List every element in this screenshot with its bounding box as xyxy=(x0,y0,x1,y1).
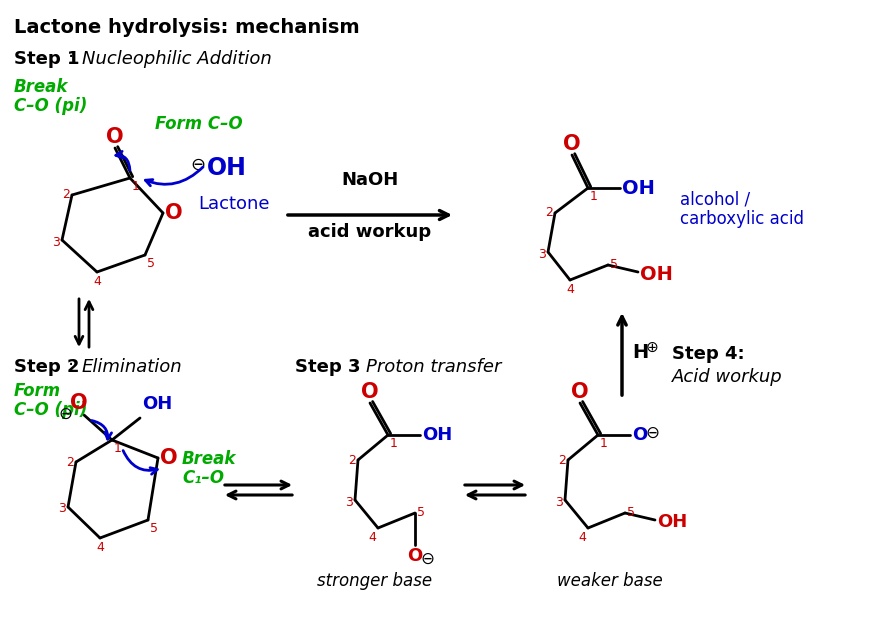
Text: ⊕: ⊕ xyxy=(646,340,659,354)
Text: Form: Form xyxy=(14,382,61,400)
Text: 4: 4 xyxy=(93,275,101,288)
Text: Break: Break xyxy=(182,450,237,468)
Text: Nucleophilic Addition: Nucleophilic Addition xyxy=(82,50,272,68)
Text: 3: 3 xyxy=(52,236,60,249)
Text: OH: OH xyxy=(207,156,247,180)
Text: OH: OH xyxy=(142,395,172,413)
Text: Lactone: Lactone xyxy=(198,195,269,213)
Text: 1: 1 xyxy=(114,442,121,455)
Text: 3: 3 xyxy=(555,495,563,509)
Text: 4: 4 xyxy=(566,283,574,296)
Text: 5: 5 xyxy=(417,507,425,519)
Text: Elimination: Elimination xyxy=(82,358,183,376)
Text: Form C–O: Form C–O xyxy=(155,115,243,133)
Text: O: O xyxy=(106,127,124,147)
Text: ⊖: ⊖ xyxy=(58,405,72,423)
Text: Step 2: Step 2 xyxy=(14,358,79,376)
Text: 4: 4 xyxy=(96,541,104,554)
Text: 1: 1 xyxy=(600,437,608,450)
Text: Proton transfer: Proton transfer xyxy=(366,358,502,376)
Text: :: : xyxy=(352,358,363,376)
Text: Step 4:: Step 4: xyxy=(672,345,744,363)
Text: OH: OH xyxy=(622,178,655,197)
Text: 2: 2 xyxy=(62,188,70,202)
Text: carboxylic acid: carboxylic acid xyxy=(680,210,804,228)
Text: stronger base: stronger base xyxy=(318,572,433,590)
Text: 1: 1 xyxy=(390,437,398,450)
Text: H: H xyxy=(632,342,649,362)
Text: OH: OH xyxy=(422,426,452,444)
Text: :: : xyxy=(68,50,80,68)
Text: NaOH: NaOH xyxy=(341,171,399,189)
Text: alcohol /: alcohol / xyxy=(680,190,750,208)
Text: 5: 5 xyxy=(147,257,155,270)
Text: 2: 2 xyxy=(558,453,566,467)
Text: 1: 1 xyxy=(590,190,598,203)
Text: O: O xyxy=(165,203,183,223)
Text: O: O xyxy=(571,382,589,402)
Text: weaker base: weaker base xyxy=(557,572,663,590)
Text: O: O xyxy=(563,134,581,154)
Text: O: O xyxy=(70,393,88,413)
Text: Lactone hydrolysis: mechanism: Lactone hydrolysis: mechanism xyxy=(14,18,360,37)
Text: 1: 1 xyxy=(132,180,140,193)
Text: Break: Break xyxy=(14,78,69,96)
Text: 3: 3 xyxy=(58,502,66,516)
Text: 4: 4 xyxy=(578,531,586,544)
Text: 3: 3 xyxy=(345,495,353,509)
Text: 2: 2 xyxy=(545,207,553,220)
Text: ⊖: ⊖ xyxy=(190,156,206,174)
Text: 4: 4 xyxy=(368,531,376,544)
Text: O: O xyxy=(632,426,648,444)
Text: Step 3: Step 3 xyxy=(295,358,361,376)
Text: O: O xyxy=(361,382,378,402)
Text: OH: OH xyxy=(657,513,687,531)
Text: ⊖: ⊖ xyxy=(645,424,659,442)
Text: 2: 2 xyxy=(348,453,356,467)
Text: 3: 3 xyxy=(539,247,546,261)
Text: ⊖: ⊖ xyxy=(420,550,434,568)
Text: 2: 2 xyxy=(66,455,74,468)
Text: acid workup: acid workup xyxy=(308,223,431,241)
Text: Step 1: Step 1 xyxy=(14,50,79,68)
Text: C–O (pi): C–O (pi) xyxy=(14,97,87,115)
Text: C–O (pi): C–O (pi) xyxy=(14,401,87,419)
Text: O: O xyxy=(407,547,422,565)
Text: 5: 5 xyxy=(610,259,618,271)
Text: 5: 5 xyxy=(627,507,635,519)
Text: 5: 5 xyxy=(150,522,158,535)
Text: C₁–O: C₁–O xyxy=(182,469,224,487)
Text: Acid workup: Acid workup xyxy=(672,368,782,386)
Text: O: O xyxy=(160,448,178,468)
Text: :: : xyxy=(68,358,80,376)
Text: OH: OH xyxy=(640,264,673,283)
